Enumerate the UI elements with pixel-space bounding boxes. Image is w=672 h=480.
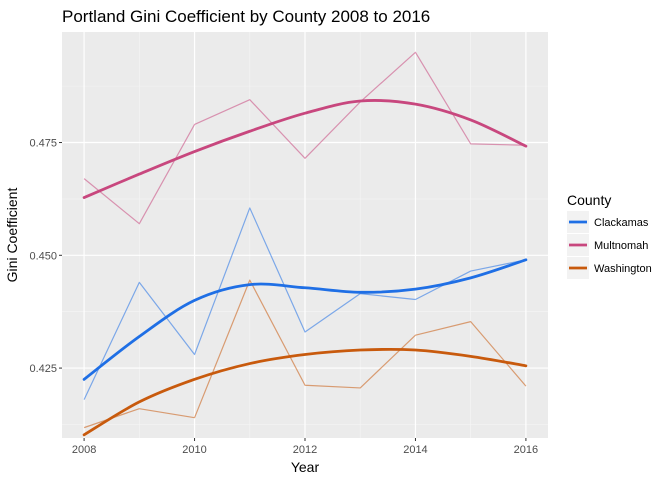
y-tick-label: 0.475 [29,138,57,150]
raw-line-washington [83,279,527,429]
major-grid [62,32,548,438]
y-axis-title: Gini Coefficient [4,188,20,283]
legend: County Clackamas Multnomah Washington [567,192,652,279]
y-tick-label: 0.450 [29,250,57,262]
legend-label-multnomah: Multnomah [594,240,648,252]
x-tick-label: 2008 [72,444,96,456]
smoothed-series-lines [82,99,528,437]
raw-line-clackamas [83,207,527,400]
legend-title: County [567,192,611,208]
x-tick-label: 2010 [182,444,206,456]
y-tick-label: 0.425 [29,363,57,375]
y-axis-ticks: 0.425 0.450 0.475 [29,138,62,375]
legend-label-washington: Washington [594,263,652,275]
smooth-line-washington [82,347,528,437]
x-axis-ticks: 2008 2010 2012 2014 2016 [72,438,538,456]
x-tick-label: 2014 [403,444,427,456]
smooth-line-multnomah [82,99,528,199]
legend-label-clackamas: Clackamas [594,217,649,229]
x-tick-label: 2016 [514,444,538,456]
smooth-line-clackamas [82,258,528,381]
x-tick-label: 2012 [293,444,317,456]
x-axis-title: Year [291,459,320,475]
chart-title: Portland Gini Coefficient by County 2008… [62,7,430,26]
